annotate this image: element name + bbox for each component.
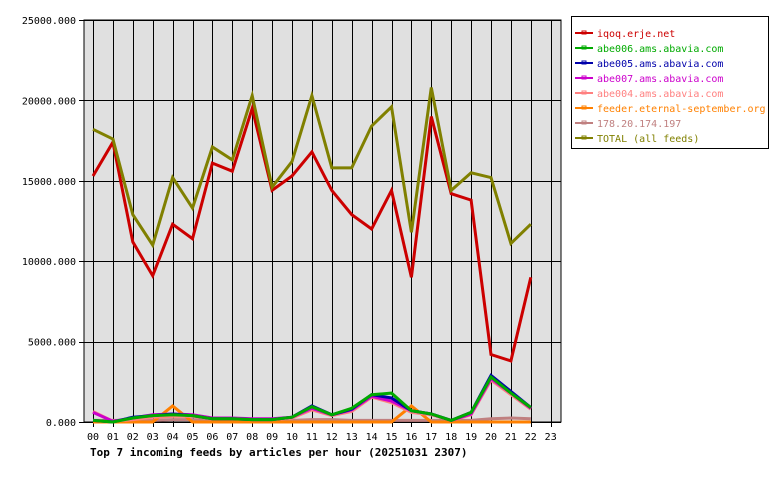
x-tick-label: 15 [385, 432, 397, 443]
x-axis: 00 01 02 03 04 05 06 07 08 09 10 11 12 13 14 15 16 17 18 19… [87, 432, 557, 443]
legend-item: abe004.ams.abavia.com [597, 89, 723, 100]
y-tick-label: 0.000 [46, 418, 76, 429]
x-tick-label: 17 [425, 432, 437, 443]
series-line [92, 87, 532, 249]
legend: iqoq.erje.net abe006.ams.abavia.com abe005… [571, 16, 769, 149]
x-tick-label: 16 [405, 432, 417, 443]
legend-item: 178.20.174.197 [597, 119, 681, 130]
x-tick-label: 08 [246, 432, 258, 443]
series-line [93, 403, 531, 424]
grid-lines [79, 20, 561, 427]
y-axis: 0.000 5000.000 10000.000 15000.000 20000.000… [22, 16, 76, 429]
x-tick-label: 21 [505, 432, 517, 443]
y-tick-label: 25000.000 [22, 16, 76, 27]
y-tick-label: 15000.000 [22, 177, 76, 188]
chart-title: Top 7 incoming feeds by articles per hou… [90, 446, 468, 459]
legend-item: abe007.ams.abavia.com [597, 74, 723, 85]
x-tick-label: 11 [306, 432, 318, 443]
legend-item: TOTAL (all feeds) [597, 134, 699, 145]
legend-item: abe006.ams.abavia.com [597, 44, 723, 55]
x-tick-label: 12 [326, 432, 338, 443]
series-line [91, 102, 533, 363]
x-tick-label: 14 [366, 432, 378, 443]
x-tick-label: 00 [87, 432, 99, 443]
series-line [93, 416, 531, 422]
x-tick-label: 02 [127, 432, 139, 443]
x-tick-label: 19 [465, 432, 477, 443]
series-lines [91, 87, 533, 424]
x-tick-label: 05 [186, 432, 198, 443]
series-line [92, 374, 532, 424]
legend-item: abe005.ams.abavia.com [597, 59, 723, 70]
plot-area [83, 19, 562, 423]
legend-item: iqoq.erje.net [597, 29, 675, 40]
x-tick-label: 04 [167, 432, 179, 443]
y-tick-label: 5000.000 [28, 338, 76, 349]
x-tick-label: 18 [445, 432, 457, 443]
x-tick-label: 20 [485, 432, 497, 443]
x-tick-label: 06 [206, 432, 218, 443]
x-tick-label: 03 [147, 432, 159, 443]
legend-item: feeder.eternal-september.org [597, 104, 766, 115]
x-tick-label: 23 [545, 432, 557, 443]
x-tick-label: 01 [107, 432, 119, 443]
x-tick-label: 22 [525, 432, 537, 443]
x-tick-label: 10 [286, 432, 298, 443]
y-tick-label: 20000.000 [22, 96, 76, 107]
x-tick-label: 13 [346, 432, 358, 443]
x-tick-label: 09 [266, 432, 278, 443]
x-tick-label: 07 [226, 432, 238, 443]
y-tick-label: 10000.000 [22, 257, 76, 268]
